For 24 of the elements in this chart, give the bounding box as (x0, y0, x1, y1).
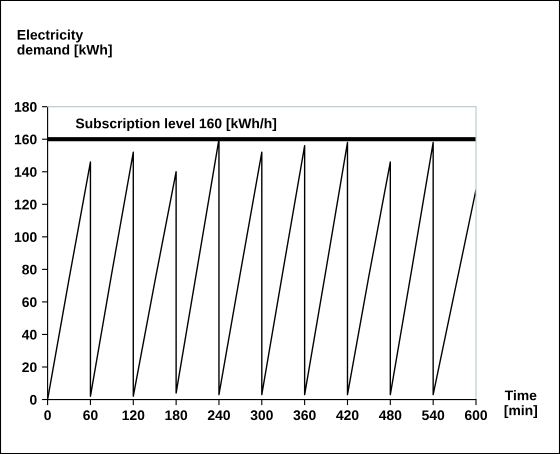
x-tick-label: 0 (44, 410, 51, 420)
x-tick-label: 420 (336, 410, 358, 420)
x-tick-label: 60 (83, 410, 98, 420)
x-tick-label: 600 (464, 410, 488, 420)
x-tick-label: 120 (122, 410, 144, 420)
y-tick-label: 120 (14, 200, 37, 210)
x-tick-label: 240 (208, 410, 230, 420)
y-tick-label: 20 (22, 362, 37, 372)
x-tick-label: 540 (422, 410, 444, 420)
y-tick-label: 160 (14, 134, 37, 144)
y-tick-label: 80 (22, 264, 37, 275)
x-tick-label: 300 (250, 410, 273, 420)
y-tick-label: 100 (14, 232, 37, 242)
y-tick-label: 0 (30, 394, 37, 405)
x-tick-label: 180 (165, 410, 188, 420)
y-tick-label: 140 (14, 167, 37, 177)
y-tick-label: 180 (14, 102, 37, 112)
x-tick-label: 480 (378, 410, 402, 420)
y-tick-label: 60 (22, 297, 37, 308)
x-axis-title: Time [min] (504, 390, 537, 418)
y-tick-label: 40 (22, 330, 37, 340)
y-axis-title: Electricity demand [kWh] (17, 30, 112, 58)
ref-line-label: Subscription level 160 [kWh/h] (76, 118, 276, 132)
x-tick-label: 360 (293, 410, 316, 420)
